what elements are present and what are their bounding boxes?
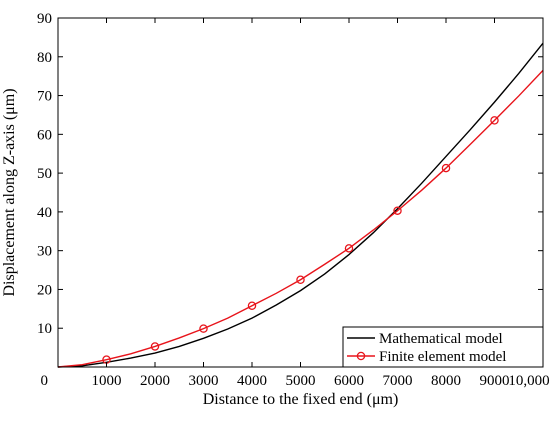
data-point-marker: [199, 324, 208, 333]
x-tick-label: 1000: [92, 373, 122, 389]
legend-label-1: Mathematical model: [379, 331, 503, 347]
data-point-marker: [296, 275, 305, 284]
legend-marker-2: [356, 351, 366, 361]
legend-box: [342, 326, 544, 368]
axis-layer: 0 1000 2000 3000 4000 5000 6000 7000 8000 900010,…: [37, 11, 550, 389]
series-layer: [57, 42, 544, 368]
x-tick-label: 10,000: [508, 373, 549, 389]
y-tick-label: 80: [37, 50, 52, 66]
y-tick-label: 30: [37, 244, 52, 260]
data-point-marker: [247, 301, 257, 310]
plot-background: [58, 18, 543, 367]
data-point-marker: [441, 163, 451, 173]
x-axis-label: Distance to the fixed end (μm): [203, 391, 399, 408]
y-tick-label: 90: [37, 11, 52, 27]
data-point-marker: [393, 206, 402, 215]
y-tick-label: 70: [37, 89, 52, 105]
x-tick-label: 9000: [480, 373, 510, 389]
x-tick-label: 8000: [431, 373, 461, 389]
y-axis-label: Displacement along Z-axis (μm): [1, 88, 18, 296]
y-tick-label: 50: [37, 166, 52, 182]
x-tick-label: 6000: [334, 373, 364, 389]
data-point-marker: [150, 342, 160, 351]
x-tick-label: 2000: [140, 373, 170, 389]
data-point-marker: [344, 244, 354, 253]
y-tick-label: 60: [37, 127, 52, 143]
x-tick-label: 7000: [383, 373, 413, 389]
x-tick-label: 5000: [286, 373, 316, 389]
legend: Mathematical model Finite element model: [342, 326, 544, 368]
y-tick-label: 10: [37, 321, 52, 337]
y-tick-label: 40: [37, 205, 52, 221]
x-tick-label: 3000: [189, 373, 219, 389]
legend-label-2: Finite element model: [379, 349, 506, 365]
y-tick-label: 20: [37, 282, 52, 298]
series-line-2: [57, 69, 544, 368]
series-line-1: [57, 42, 544, 368]
x-tick-label: 4000: [237, 373, 267, 389]
plot-area: [58, 18, 543, 367]
data-point-marker: [490, 116, 499, 125]
x-tick-label: 0: [41, 373, 49, 389]
